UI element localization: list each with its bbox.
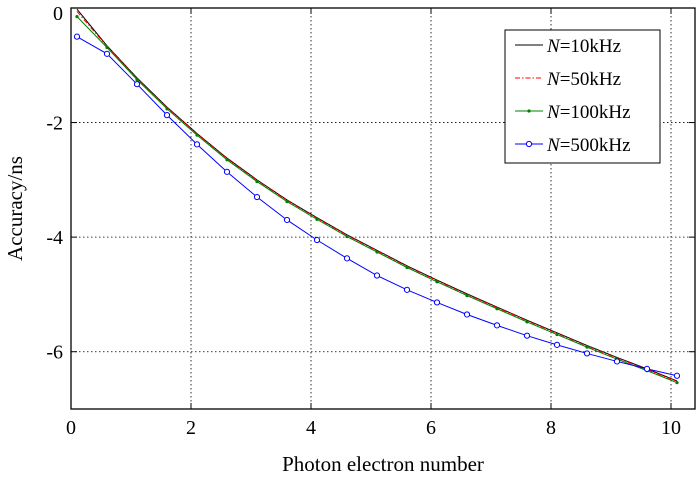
data-point bbox=[343, 255, 351, 262]
data-point bbox=[585, 345, 589, 349]
legend-label: N=50kHz bbox=[546, 69, 621, 90]
data-point bbox=[73, 33, 81, 40]
data-point bbox=[673, 372, 681, 379]
data-point bbox=[465, 293, 469, 298]
data-point bbox=[195, 133, 199, 137]
plot-series bbox=[73, 8, 681, 385]
series-4 bbox=[73, 33, 681, 379]
y-tick-label: -4 bbox=[46, 227, 63, 249]
data-point bbox=[405, 265, 409, 270]
series-2 bbox=[76, 11, 678, 382]
data-point bbox=[315, 217, 319, 221]
data-point bbox=[463, 311, 471, 318]
x-tick-label: 10 bbox=[661, 417, 681, 439]
legend-marker bbox=[525, 140, 533, 148]
data-point bbox=[285, 200, 289, 204]
data-point bbox=[165, 107, 169, 111]
data-point bbox=[525, 320, 529, 324]
data-point bbox=[163, 112, 171, 119]
data-point bbox=[495, 307, 499, 311]
legend: N=10kHz N=50kHz N=100kHz N=500kHz bbox=[504, 29, 661, 164]
axis-ticks: 0 2 4 6 8 10 0 -2 -4 -6 bbox=[46, 3, 695, 439]
x-axis-label: Photon electron number bbox=[282, 452, 484, 476]
data-point bbox=[135, 78, 139, 82]
data-point bbox=[133, 81, 141, 88]
data-point bbox=[225, 158, 229, 162]
data-point bbox=[613, 358, 621, 365]
x-tick-label: 4 bbox=[306, 417, 316, 439]
data-point bbox=[255, 179, 259, 184]
data-point bbox=[433, 299, 441, 306]
data-point bbox=[553, 341, 561, 348]
x-tick-label: 2 bbox=[186, 417, 196, 439]
y-tick-label: -6 bbox=[46, 342, 63, 364]
data-point bbox=[493, 322, 501, 329]
legend-box bbox=[504, 29, 661, 164]
data-point bbox=[675, 381, 679, 385]
data-point bbox=[75, 14, 79, 19]
data-point bbox=[643, 365, 651, 372]
legend-marker bbox=[527, 109, 531, 113]
x-tick-label: 6 bbox=[426, 417, 436, 439]
data-point bbox=[375, 250, 379, 254]
data-point bbox=[105, 45, 109, 50]
y-tick-label: -2 bbox=[46, 113, 63, 135]
data-point bbox=[223, 168, 231, 175]
data-point bbox=[403, 286, 411, 293]
data-point bbox=[555, 332, 559, 337]
data-point bbox=[103, 50, 111, 57]
legend-label: N=500kHz bbox=[546, 135, 631, 156]
data-point bbox=[345, 234, 349, 239]
data-point bbox=[283, 216, 291, 224]
legend-label: N=10kHz bbox=[546, 36, 621, 57]
series-line bbox=[76, 11, 678, 382]
data-point bbox=[373, 272, 381, 279]
y-tick-label: 0 bbox=[53, 3, 63, 25]
y-axis-label: Accuracy/ns bbox=[3, 156, 27, 261]
data-point bbox=[253, 193, 261, 201]
data-point bbox=[583, 350, 591, 357]
plot-frame bbox=[70, 7, 696, 410]
data-point bbox=[435, 280, 439, 284]
data-point bbox=[523, 332, 531, 339]
legend-label: N=100kHz bbox=[546, 102, 631, 123]
x-tick-label: 0 bbox=[66, 417, 76, 439]
data-point bbox=[193, 141, 201, 148]
data-point bbox=[313, 236, 321, 244]
x-tick-label: 8 bbox=[546, 417, 556, 439]
